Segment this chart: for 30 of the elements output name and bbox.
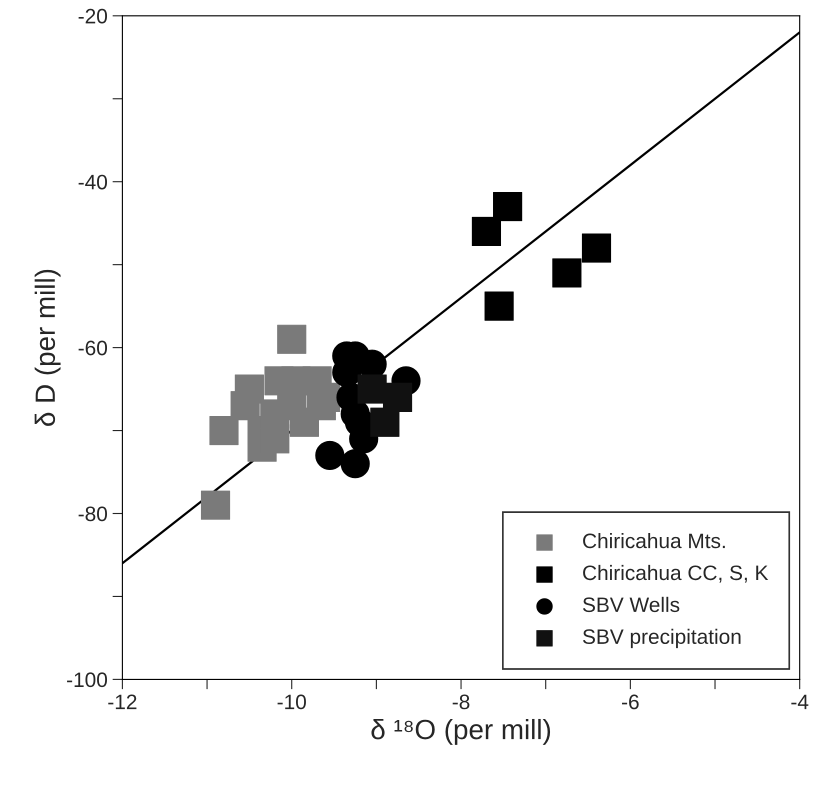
x-tick-label: -6: [622, 694, 639, 710]
x-tick-label: -4: [791, 694, 808, 710]
point: [209, 416, 239, 446]
y-tick-label: -80: [78, 506, 108, 522]
point: [234, 374, 264, 404]
point: [340, 449, 370, 478]
legend-label: Chiricahua CC, S, K: [583, 564, 768, 583]
y-tick-label: -20: [78, 8, 108, 24]
legend-label: SBV Wells: [582, 596, 680, 612]
point: [472, 216, 502, 246]
x-tick-label: -10: [278, 694, 306, 710]
point: [382, 382, 412, 412]
y-tick-label: -40: [78, 174, 108, 190]
point: [552, 258, 582, 288]
point: [200, 490, 230, 520]
legend-label: SBV precipitation: [582, 628, 740, 648]
point: [493, 192, 522, 222]
y-axis-title: δ D (per mill): [34, 270, 61, 426]
point: [484, 292, 514, 321]
x-tick-label: -12: [108, 694, 136, 710]
point: [277, 324, 306, 354]
legend-label: Chiricahua Mts.: [583, 532, 725, 548]
point: [315, 440, 344, 470]
point: [582, 233, 612, 263]
y-tick-label: -100: [67, 672, 108, 688]
y-tick-label: -60: [78, 340, 108, 356]
point: [370, 408, 400, 437]
point: [358, 374, 387, 404]
x-axis-title: δ ¹⁸O (per mill): [371, 718, 550, 745]
x-tick-label: -8: [452, 694, 470, 710]
